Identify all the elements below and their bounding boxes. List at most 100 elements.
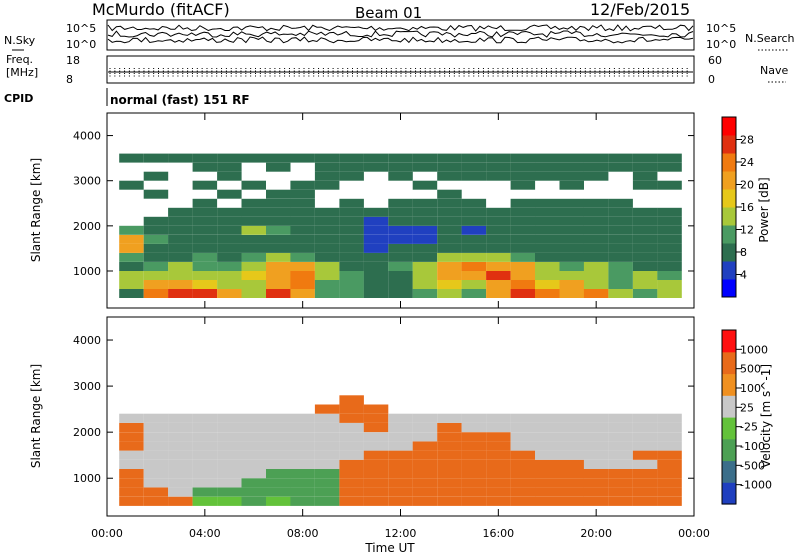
velocity-cell (217, 496, 242, 506)
power-cell (510, 280, 536, 289)
power-cell (388, 271, 413, 280)
velocity-cell (437, 413, 462, 423)
power-cell (559, 289, 584, 298)
velocity-cell (119, 450, 144, 460)
power-cell (608, 262, 633, 271)
velocity-cell (608, 432, 633, 442)
power-cell (217, 171, 242, 181)
velocity-cell (657, 413, 682, 423)
power-cell (143, 280, 169, 289)
power-cell (217, 207, 242, 217)
power-cell (241, 153, 266, 163)
power-cell (412, 262, 438, 271)
power-cell (192, 252, 218, 262)
velocity-cell (486, 422, 511, 433)
colorbar-label: -500 (740, 459, 765, 472)
velocity-cell (461, 478, 487, 488)
noise-left-tick-top: 10^5 (66, 22, 96, 35)
velocity-colorbar: 1000 500 100 25 -25 -100 -500 -1000 (721, 329, 772, 505)
velocity-cell (510, 432, 536, 442)
cpid-text: normal (fast) 151 RF (110, 93, 250, 107)
power-cell (461, 171, 487, 181)
power-cell (412, 234, 438, 244)
power-cell (388, 153, 413, 163)
power-cell (192, 198, 218, 208)
power-cell (510, 180, 536, 190)
power-cell (461, 262, 487, 271)
power-cell (192, 225, 218, 235)
power-cell (657, 280, 682, 289)
velocity-cell (632, 478, 658, 488)
power-cell (388, 216, 413, 226)
power-cell (535, 216, 560, 226)
velocity-cell (535, 478, 560, 488)
power-cell (143, 271, 169, 280)
velocity-cell (314, 459, 340, 469)
x-tick-label: 08:00 (287, 527, 319, 540)
power-cell (657, 243, 682, 253)
colorbar-frame (721, 329, 737, 505)
velocity-cell (363, 450, 389, 460)
power-cell (168, 216, 193, 226)
power-cell (510, 243, 536, 253)
velocity-cell (632, 487, 658, 497)
power-cell (583, 216, 609, 226)
power-cell (608, 216, 633, 226)
noise-left-label: N.Sky (4, 34, 36, 47)
power-cell (363, 153, 389, 163)
velocity-cell (412, 496, 438, 506)
velocity-cell (314, 496, 340, 506)
velocity-cell (339, 413, 364, 423)
power-cell (363, 252, 389, 262)
power-cell (657, 271, 682, 280)
power-cell (241, 198, 266, 208)
velocity-cell (412, 413, 438, 423)
power-cell (339, 198, 364, 208)
velocity-cell (290, 422, 315, 433)
velocity-cell (192, 432, 218, 442)
power-cell (339, 153, 364, 163)
colorbar-swatch (722, 438, 736, 462)
velocity-cell (461, 469, 487, 479)
power-cell (290, 252, 315, 262)
power-cell (314, 162, 340, 172)
velocity-cell (461, 432, 487, 442)
power-cell (290, 289, 315, 298)
velocity-cell (168, 422, 193, 433)
velocity-cell (412, 441, 438, 451)
colorbar-swatch (722, 261, 736, 280)
power-cell (559, 252, 584, 262)
power-cell (583, 289, 609, 298)
velocity-cell (241, 441, 266, 451)
power-cell (388, 225, 413, 235)
power-cell (192, 153, 218, 163)
velocity-cell (168, 441, 193, 451)
power-cell (363, 234, 389, 244)
velocity-cell (437, 441, 462, 451)
x-axis-ticks: 00:00 04:00 08:00 12:00 16:00 20:00 00:00 (91, 113, 710, 540)
velocity-cell (632, 450, 658, 460)
power-cell (535, 243, 560, 253)
velocity-cell (559, 487, 584, 497)
power-cell (486, 171, 511, 181)
power-cell (314, 171, 340, 181)
power-cell (143, 153, 169, 163)
power-cell (192, 207, 218, 217)
colorbar-label: -100 (740, 440, 765, 453)
power-cell (290, 207, 315, 217)
power-cell (583, 207, 609, 217)
power-cell (657, 252, 682, 262)
velocity-cell (608, 422, 633, 433)
velocity-cell (314, 422, 340, 433)
velocity-cell (314, 413, 340, 423)
velocity-cell (241, 487, 266, 497)
power-cell (437, 162, 462, 172)
velocity-cell (143, 469, 169, 479)
velocity-cell (290, 441, 315, 451)
date-title: 12/Feb/2015 (590, 0, 690, 19)
power-cell (412, 289, 438, 298)
power-cell (363, 243, 389, 253)
power-cell (412, 198, 438, 208)
power-cell (339, 216, 364, 226)
